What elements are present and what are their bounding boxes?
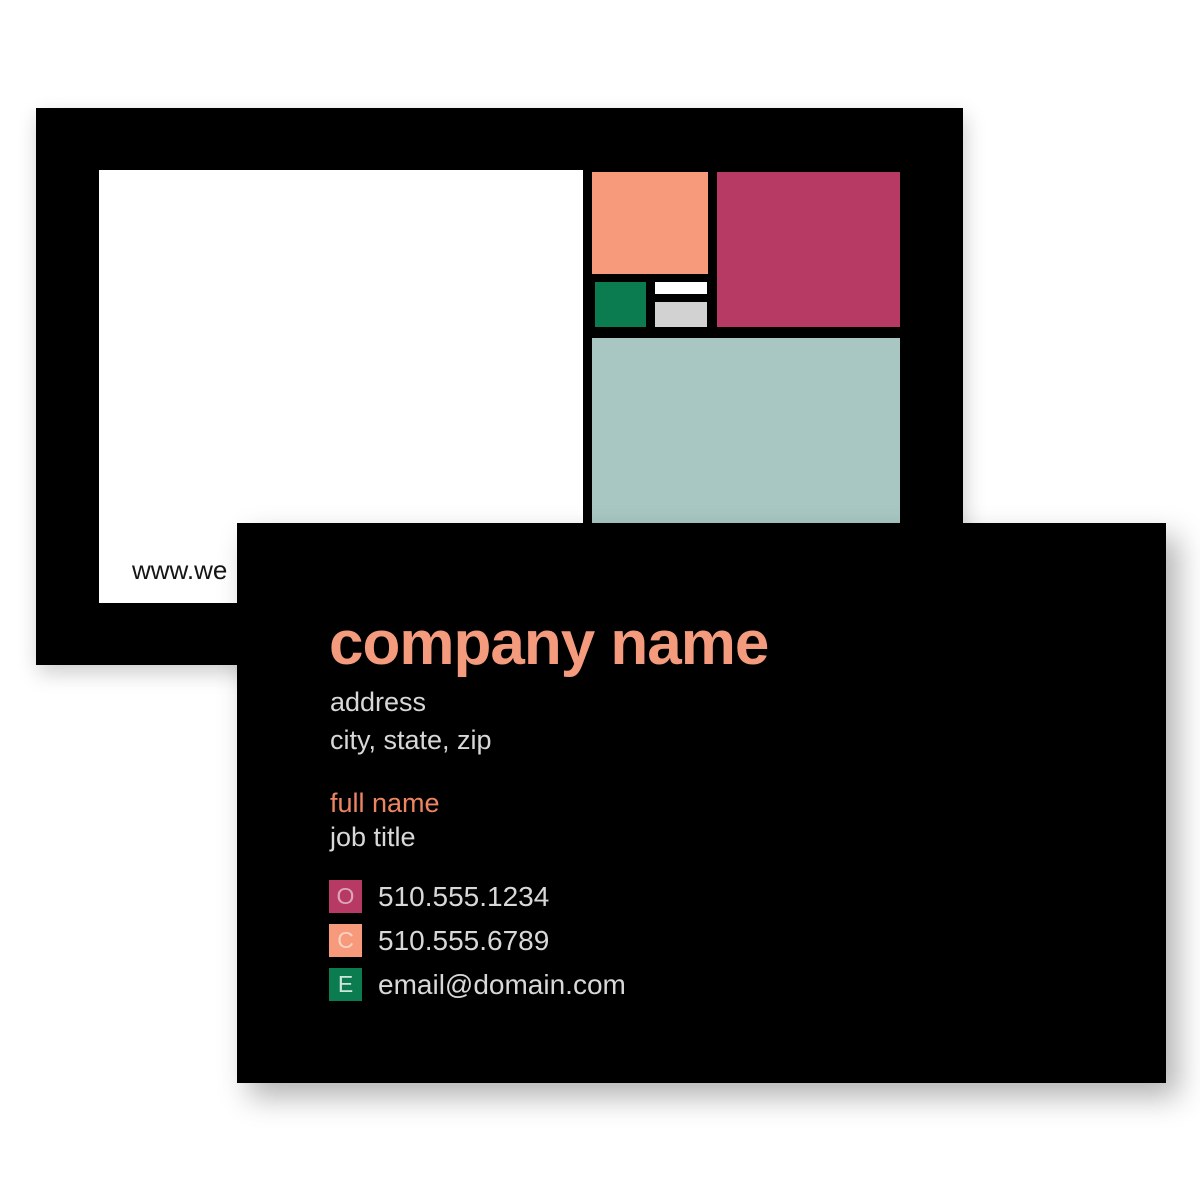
address-line: address: [330, 687, 427, 717]
email-icon: E: [329, 968, 362, 1001]
contact-row-cell-phone: C 510.555.6789: [329, 924, 626, 957]
mosaic-peach-square: [592, 172, 708, 274]
mosaic-green-square: [595, 282, 646, 327]
mosaic-magenta-square: [717, 172, 900, 327]
job-title: job title: [330, 822, 416, 852]
office-phone-value: 510.555.1234: [378, 880, 550, 912]
company-name: company name: [329, 609, 769, 678]
cell-phone-value: 510.555.6789: [378, 924, 550, 956]
office-phone-icon: O: [329, 880, 362, 913]
address-block: address city, state, zip: [330, 683, 492, 759]
mosaic-gray-bar: [655, 302, 707, 327]
person-block: full name job title: [330, 786, 440, 854]
contact-row-email: E email@domain.com: [329, 968, 626, 1001]
website-url-text: www.we: [132, 555, 228, 585]
cell-phone-icon: C: [329, 924, 362, 957]
mosaic-white-bar: [655, 282, 707, 294]
business-card-front: company name address city, state, zip fu…: [237, 523, 1166, 1083]
contact-row-office-phone: O 510.555.1234: [329, 880, 626, 913]
email-value: email@domain.com: [378, 968, 626, 1000]
city-state-zip-line: city, state, zip: [330, 725, 492, 755]
full-name: full name: [330, 788, 440, 818]
contact-list: O 510.555.1234 C 510.555.6789 E email@do…: [329, 880, 626, 1012]
